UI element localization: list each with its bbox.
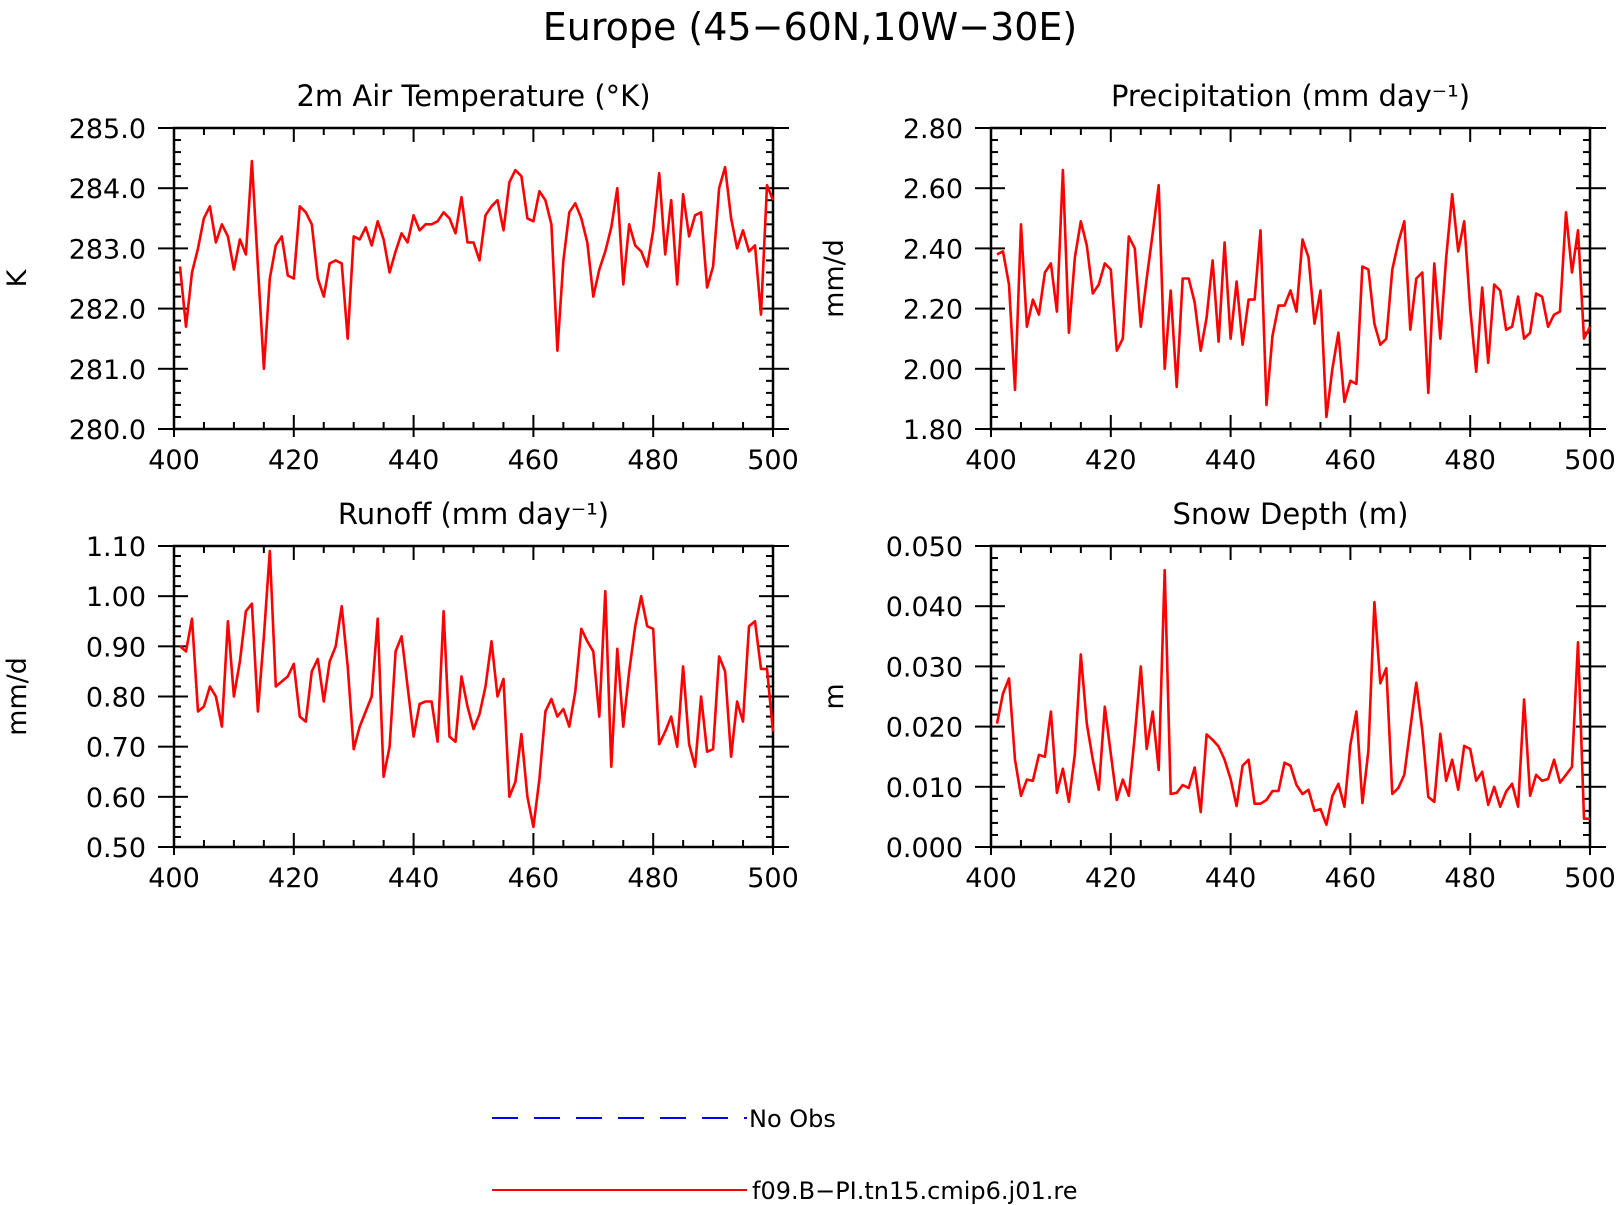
- y-tick-label: 285.0: [69, 114, 146, 145]
- x-tick-label: 480: [627, 445, 679, 476]
- x-tick-label: 460: [1325, 863, 1377, 894]
- y-tick-label: 0.60: [86, 783, 146, 814]
- y-tick-label: 0.030: [886, 652, 963, 683]
- y-tick-label: 2.40: [903, 234, 963, 265]
- y-tick-label: 0.050: [886, 532, 963, 563]
- y-axis-label: m: [819, 683, 850, 709]
- figure-title: Europe (45−60N,10W−30E): [543, 5, 1078, 49]
- y-tick-label: 281.0: [69, 355, 146, 386]
- x-tick-label: 400: [148, 445, 200, 476]
- y-tick-label: 0.010: [886, 773, 963, 804]
- x-tick-label: 480: [1444, 863, 1496, 894]
- panel-snow-depth: Snow Depth (m) m 400 420 440 460 480 500 0.000…: [819, 497, 1616, 894]
- y-tick-label: 284.0: [69, 174, 146, 205]
- series-line-model: [179, 549, 775, 829]
- x-tick-label: 480: [1444, 445, 1496, 476]
- y-tick-label: 2.00: [903, 355, 963, 386]
- y-axis-label: K: [2, 268, 33, 287]
- legend-label-model: f09.B−PI.tn15.cmip6.j01.re: [752, 1177, 1077, 1205]
- panel-title: 2m Air Temperature (°K): [296, 79, 650, 113]
- x-tick-label: 500: [747, 863, 799, 894]
- panel-title: Snow Depth (m): [1173, 497, 1409, 531]
- x-tick-label: 420: [268, 863, 320, 894]
- plot-frame: [172, 544, 775, 849]
- y-tick-label: 1.10: [86, 532, 146, 563]
- x-tick-label: 420: [268, 445, 320, 476]
- x-tick-label: 500: [1564, 863, 1616, 894]
- panel-runoff: Runoff (mm day⁻¹) mm/d 400 420 440 460 480 50…: [2, 497, 799, 894]
- series-line-model: [995, 568, 1590, 827]
- series-line-model: [996, 168, 1592, 419]
- plot-frame: [172, 126, 775, 431]
- series-line-model: [178, 159, 775, 371]
- y-tick-label: 0.50: [86, 833, 146, 864]
- x-tick-label: 400: [148, 863, 200, 894]
- y-tick-label: 2.20: [903, 295, 963, 326]
- x-tick-label: 420: [1085, 445, 1137, 476]
- y-tick-label: 280.0: [69, 415, 146, 446]
- y-tick-label: 282.0: [69, 295, 146, 326]
- plot-frame: [989, 544, 1592, 849]
- panel-title: Runoff (mm day⁻¹): [338, 497, 609, 531]
- y-tick-label: 2.80: [903, 114, 963, 145]
- x-tick-label: 500: [747, 445, 799, 476]
- y-axis-label: mm/d: [2, 657, 33, 736]
- x-tick-label: 400: [965, 445, 1017, 476]
- x-tick-label: 500: [1564, 445, 1616, 476]
- legend-label-obs: No Obs: [749, 1105, 836, 1133]
- x-tick-label: 420: [1085, 863, 1137, 894]
- x-tick-label: 400: [965, 863, 1017, 894]
- x-tick-label: 440: [388, 445, 440, 476]
- x-tick-label: 440: [1205, 445, 1257, 476]
- y-tick-label: 0.020: [886, 713, 963, 744]
- y-tick-label: 0.90: [86, 632, 146, 663]
- y-tick-label: 2.60: [903, 174, 963, 205]
- y-tick-label: 0.70: [86, 733, 146, 764]
- panel-precipitation: Precipitation (mm day⁻¹) mm/d 400 420 440 4…: [819, 79, 1616, 476]
- x-tick-label: 460: [508, 863, 560, 894]
- panel-air-temperature: 2m Air Temperature (°K) K 400 420 440 460 48…: [2, 79, 799, 476]
- y-tick-label: 1.00: [86, 582, 146, 613]
- y-tick-label: 0.040: [886, 592, 963, 623]
- x-tick-label: 480: [627, 863, 679, 894]
- y-tick-label: 0.80: [86, 683, 146, 714]
- x-tick-label: 460: [508, 445, 560, 476]
- y-tick-label: 0.000: [886, 833, 963, 864]
- x-tick-label: 460: [1325, 445, 1377, 476]
- x-tick-label: 440: [388, 863, 440, 894]
- y-tick-label: 1.80: [903, 415, 963, 446]
- legend: No Obs f09.B−PI.tn15.cmip6.j01.re: [492, 1105, 1077, 1205]
- y-tick-label: 283.0: [69, 234, 146, 265]
- y-axis-label: mm/d: [819, 239, 850, 318]
- plot-frame: [989, 126, 1592, 431]
- panel-title: Precipitation (mm day⁻¹): [1111, 79, 1470, 113]
- x-tick-label: 440: [1205, 863, 1257, 894]
